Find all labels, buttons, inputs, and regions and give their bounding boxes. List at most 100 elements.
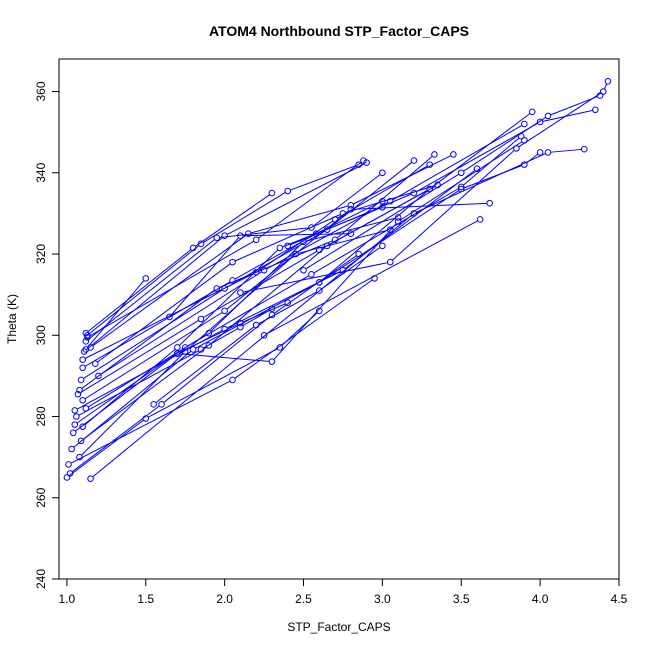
series-segment [353, 155, 452, 205]
data-point [142, 275, 150, 282]
series-segment [416, 153, 546, 213]
data-point [229, 376, 236, 384]
series-segment [219, 227, 309, 238]
series-segment [78, 350, 199, 416]
data-series [82, 189, 276, 337]
data-point [87, 475, 94, 482]
data-point [315, 307, 323, 315]
data-point [379, 242, 386, 250]
series-segment [290, 193, 412, 246]
series-segment [243, 233, 349, 237]
data-point [386, 258, 394, 266]
series-segment [87, 280, 145, 348]
series-segment [321, 190, 428, 282]
data-point [347, 230, 355, 237]
data-point [292, 250, 299, 258]
data-point [229, 277, 236, 284]
data-series [76, 226, 394, 461]
data-point [323, 242, 331, 250]
series-segment [321, 247, 381, 290]
data-series [65, 275, 378, 468]
series-segment [195, 194, 270, 247]
y-tick-label: 240 [34, 569, 48, 589]
data-point [77, 376, 85, 384]
data-point [457, 183, 465, 191]
series-segment [203, 192, 286, 243]
series-segment [97, 263, 231, 363]
series-segment [70, 380, 231, 464]
series-segment [392, 124, 523, 201]
data-point [205, 342, 213, 349]
data-point [79, 356, 86, 363]
data-point [308, 224, 315, 231]
series-segment [163, 316, 271, 403]
data-point [77, 437, 85, 445]
series-segment [84, 281, 231, 367]
series-segment [87, 239, 215, 340]
data-point [268, 189, 276, 197]
chart-title: ATOM4 Northbound STP_Factor_CAPS [209, 23, 469, 39]
data-point [84, 331, 91, 339]
data-point [386, 226, 394, 233]
data-point [410, 157, 418, 164]
y-tick-label: 300 [34, 325, 48, 345]
data-series [79, 199, 493, 404]
data-point [513, 145, 520, 152]
data-point [276, 244, 284, 252]
data-point [276, 344, 284, 351]
series-segment [170, 237, 239, 316]
series-segment [100, 271, 262, 375]
data-point [221, 232, 228, 240]
data-point [476, 216, 484, 223]
data-point [79, 396, 86, 404]
series-segment [298, 229, 388, 254]
data-series [315, 149, 544, 286]
data-point [355, 161, 363, 168]
data-series [284, 106, 599, 250]
series-segment [345, 185, 436, 214]
data-point [158, 401, 165, 408]
series-segment [416, 122, 538, 193]
data-point [315, 287, 323, 294]
y-tick-label: 260 [34, 487, 48, 507]
series-segment [242, 309, 270, 327]
data-point [79, 423, 86, 430]
data-point [347, 206, 355, 213]
series-segment [463, 165, 522, 189]
data-point [213, 234, 221, 242]
data-point [63, 474, 71, 481]
series-segment [305, 173, 460, 270]
series-segment [321, 190, 460, 282]
series-segment [258, 220, 334, 272]
data-point [410, 189, 418, 197]
series-segment [83, 289, 223, 379]
series-segment [89, 245, 200, 334]
series-segment [344, 169, 476, 269]
data-point [80, 348, 88, 355]
data-point [244, 230, 252, 237]
series-segment [68, 419, 144, 477]
series-segment [187, 275, 310, 347]
data-point [521, 120, 528, 128]
data-point [536, 118, 544, 126]
series-segment [92, 234, 247, 347]
data-point [260, 266, 268, 274]
x-tick-label: 1.5 [137, 592, 154, 606]
data-point [82, 329, 90, 337]
data-point [315, 279, 323, 286]
data-point [252, 321, 260, 329]
y-axis-label: Theta (K) [5, 294, 19, 344]
series-segment [234, 279, 373, 379]
data-series [237, 78, 612, 296]
data-point [174, 350, 181, 357]
data-series [174, 136, 528, 365]
series-segment [84, 348, 176, 426]
series-segment [226, 163, 365, 235]
data-point [308, 271, 315, 278]
data-point [300, 266, 307, 274]
x-tick-label: 3.5 [453, 592, 470, 606]
series-segment [392, 149, 515, 261]
x-tick-label: 4.5 [611, 592, 628, 606]
series-segment [463, 116, 546, 172]
data-point [229, 258, 236, 266]
